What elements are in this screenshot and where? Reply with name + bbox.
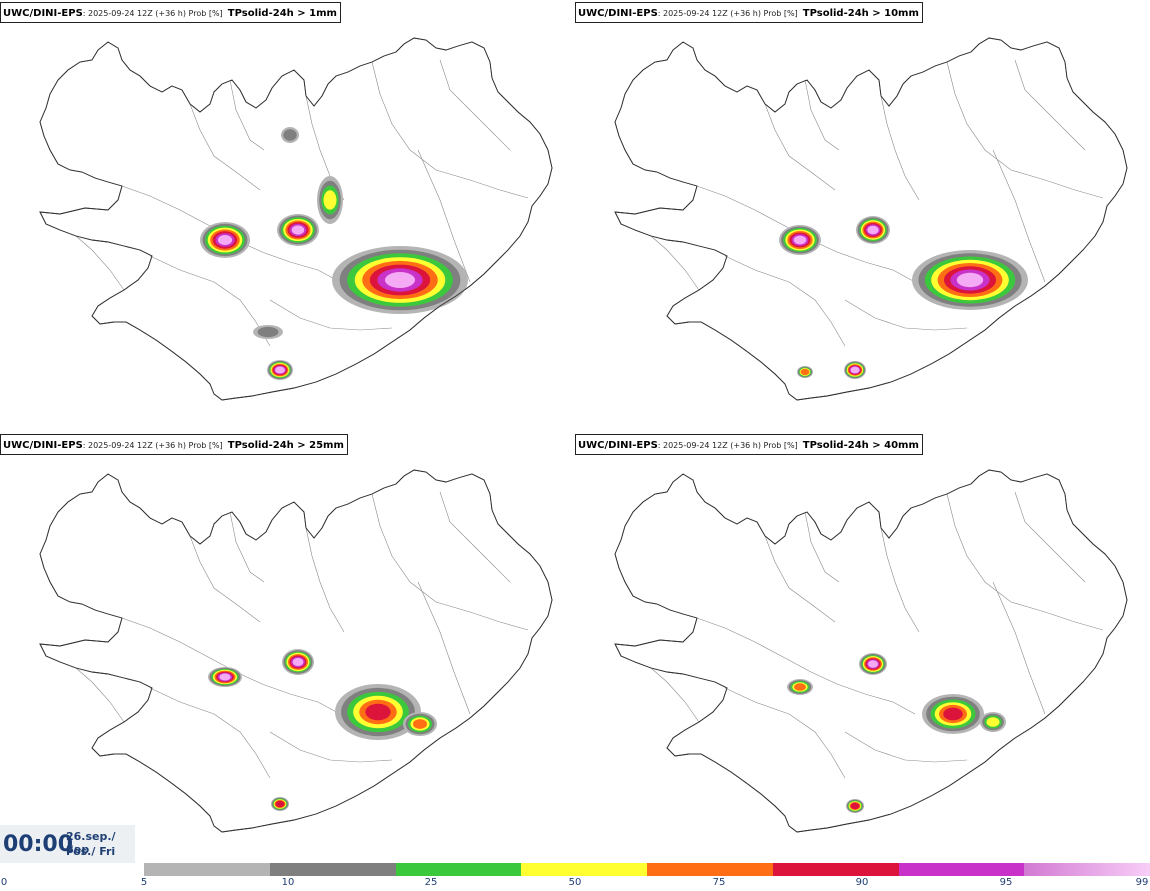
map-panel-4: UWC/DINI-EPS: 2025-09-24 12Z (+36 h) Pro… [575,432,1150,862]
region-boundary [75,235,125,291]
region-boundary [992,581,1046,715]
coastline [614,469,1128,833]
probability-contour [275,366,285,374]
colorbar-segment [1024,863,1150,876]
colorbar-segment [521,863,647,876]
coastline-overlay [39,37,553,401]
region-boundary [804,79,840,151]
panel-title: UWC/DINI-EPS: 2025-09-24 12Z (+36 h) Pro… [575,2,923,23]
probability-contour [219,673,231,681]
probability-contour [868,660,878,668]
region-boundary [946,493,1104,631]
region-boundary [229,79,265,151]
region-boundary [189,103,261,191]
probability-contour [800,368,810,376]
probability-contour [850,366,860,374]
region-boundary [992,149,1046,283]
colorbar-tick-label: 75 [712,877,726,888]
region-boundary [189,535,261,623]
colorbar-tick-label: 95 [999,877,1013,888]
probability-contour [986,717,1000,727]
coastline-overlay [614,469,1128,833]
valid-date: 26.sep./ Sep [66,830,116,856]
colorbar-tick-label: 10 [281,877,295,888]
region-boundary [417,581,471,715]
iceland-map [39,469,553,833]
iceland-map [39,37,553,401]
probability-contour [257,326,279,338]
valid-time-clock: 00:00 [3,832,74,857]
map-panel-2: UWC/DINI-EPS: 2025-09-24 12Z (+36 h) Pro… [575,0,1150,430]
probability-colorbar [144,863,1150,876]
region-boundary [371,61,529,199]
region-boundary [946,61,1104,199]
region-boundary [149,687,271,779]
region-boundary [229,511,265,583]
colorbar-segment [647,863,773,876]
colorbar-tick-label: 25 [424,877,438,888]
region-boundary [650,235,700,291]
region-boundary [269,299,393,331]
region-boundary [371,493,529,631]
region-boundary [880,527,920,633]
valid-time-box: 00:00 26.sep./ Sep Fös./ Fri [0,825,135,863]
probability-contour [365,703,391,721]
map-panel-3: UWC/DINI-EPS: 2025-09-24 12Z (+36 h) Pro… [0,432,575,862]
region-boundary [650,667,700,723]
probability-contour [867,225,879,235]
region-boundary [880,95,920,201]
colorbar-tick-label: 99 [1135,877,1149,888]
probability-contour [217,235,233,245]
region-boundary [439,491,511,583]
region-boundary [724,687,846,779]
region-boundary [844,299,968,331]
region-boundary [439,59,511,151]
panel-title: UWC/DINI-EPS: 2025-09-24 12Z (+36 h) Pro… [0,2,341,23]
colorbar-tick-label: 5 [140,877,148,888]
region-boundary [149,255,271,347]
colorbar-tick-label: 0 [0,877,8,888]
probability-contour [850,802,860,810]
coastline-overlay [614,37,1128,401]
probability-contour [956,272,984,288]
colorbar-tick-label: 90 [855,877,869,888]
colorbar-tick-label: 50 [568,877,582,888]
colorbar-segment [395,863,522,876]
colorbar-segment [144,863,270,876]
panel-title: UWC/DINI-EPS: 2025-09-24 12Z (+36 h) Pro… [0,434,348,455]
map-panel-1: UWC/DINI-EPS: 2025-09-24 12Z (+36 h) Pro… [0,0,575,430]
probability-contour [793,235,807,245]
probability-contour [413,719,427,729]
probability-contour [283,129,297,141]
panel-title: UWC/DINI-EPS: 2025-09-24 12Z (+36 h) Pro… [575,434,923,455]
colorbar-segment [898,863,1025,876]
region-boundary [804,511,840,583]
region-boundary [305,527,345,633]
region-boundary [844,731,968,763]
coastline-overlay [39,469,553,833]
region-boundary [269,731,393,763]
probability-contour [943,707,963,721]
probability-contour [291,225,305,235]
probability-contour [323,190,337,210]
iceland-map [614,37,1128,401]
probability-contour [794,683,806,691]
region-boundary [764,103,836,191]
region-boundary [417,149,471,283]
region-boundary [75,667,125,723]
region-boundary [764,535,836,623]
valid-weekday: Fös./ Fri [66,845,116,858]
region-boundary [1014,59,1086,151]
region-boundary [696,617,916,715]
iceland-map [614,469,1128,833]
probability-contour [384,272,416,288]
region-boundary [1014,491,1086,583]
colorbar-segment [772,863,899,876]
region-boundary [724,255,846,347]
colorbar-segment [269,863,396,876]
probability-contour [275,800,285,808]
probability-contour [292,658,304,666]
